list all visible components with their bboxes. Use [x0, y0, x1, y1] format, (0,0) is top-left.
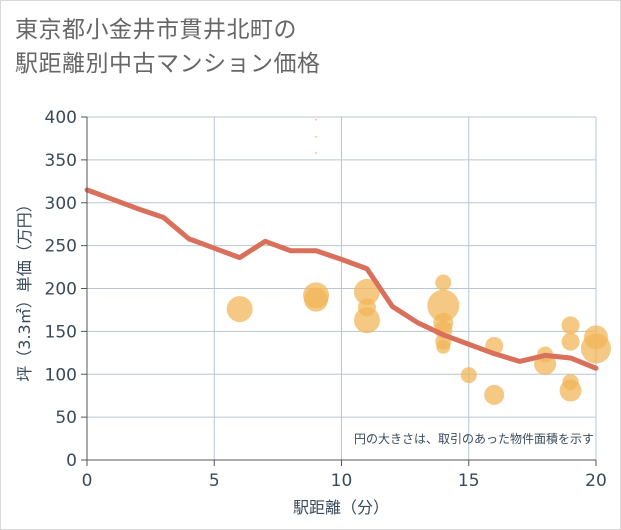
y-axis-title: 坪（3.3㎡）単価（万円）	[15, 196, 34, 381]
data-point	[304, 287, 329, 312]
data-point	[581, 333, 611, 364]
y-tick-label: 350	[45, 151, 77, 171]
chart-title-line-1: 東京都小金井市貫井北町の	[15, 17, 297, 43]
data-point	[436, 339, 451, 354]
y-tick-label: 150	[45, 322, 77, 342]
data-point	[315, 135, 318, 138]
trend-line	[84, 187, 599, 371]
y-tick-label: 50	[55, 408, 77, 428]
size-note: 円の大きさは、取引のあった物件面積を示す	[354, 431, 594, 446]
data-point	[559, 379, 582, 402]
x-axis-title: 駅距離（分）	[293, 498, 389, 517]
axes	[81, 116, 597, 466]
bubble-series	[226, 118, 611, 405]
y-tick-label: 100	[45, 365, 77, 385]
data-point	[315, 118, 318, 121]
y-tick-label: 200	[45, 280, 77, 300]
data-point	[484, 384, 505, 405]
data-point	[315, 152, 318, 155]
data-point	[353, 278, 380, 305]
data-point	[460, 367, 477, 384]
data-point	[561, 316, 580, 335]
y-tick-label: 400	[45, 108, 77, 128]
tick-labels: 0 50 100 150 200 250 300 350 400 0 5 10 15 20	[45, 108, 607, 491]
x-tick-label: 5	[209, 471, 220, 491]
data-point	[427, 289, 460, 322]
y-tick-label: 0	[66, 451, 77, 471]
x-tick-label: 20	[585, 471, 607, 491]
grid	[87, 116, 597, 460]
data-point	[561, 332, 580, 351]
y-tick-label: 300	[45, 194, 77, 214]
x-tick-label: 10	[331, 471, 353, 491]
data-point	[226, 296, 253, 323]
chart-title: 東京都小金井市貫井北町の 駅距離別中古マンション価格	[15, 13, 321, 81]
data-point	[435, 274, 452, 291]
trend-series	[84, 187, 599, 371]
x-tick-label: 0	[82, 471, 93, 491]
data-point	[353, 307, 380, 334]
y-tick-label: 250	[45, 237, 77, 257]
chart-title-line-2: 駅距離別中古マンション価格	[15, 51, 321, 77]
x-tick-label: 15	[458, 471, 480, 491]
